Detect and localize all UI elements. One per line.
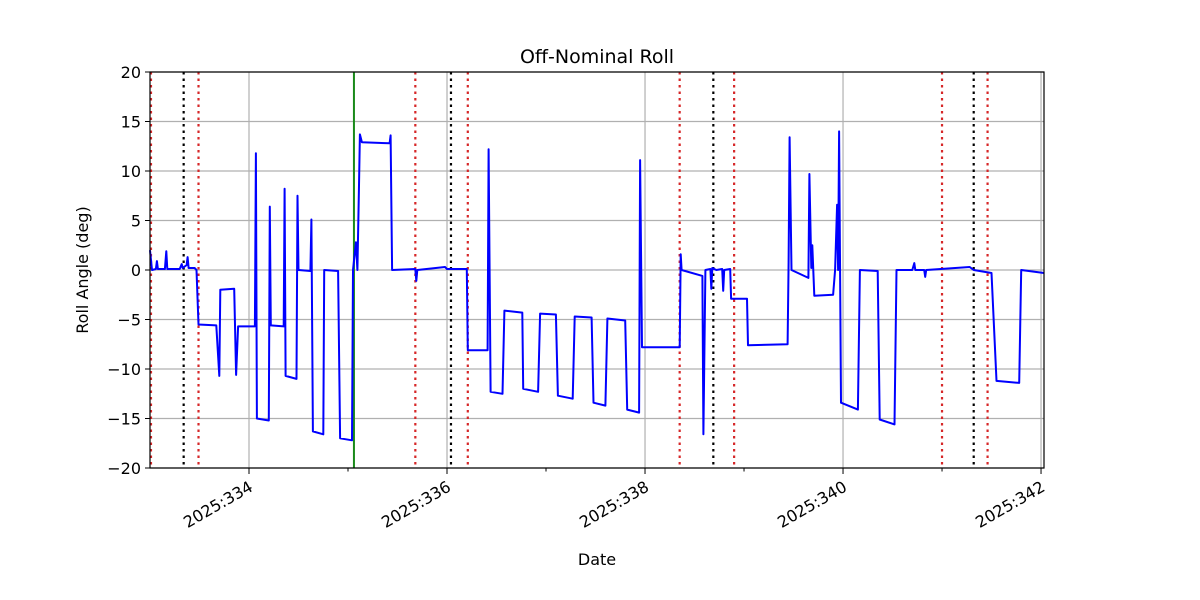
x-axis-label: Date	[578, 550, 616, 569]
roll-series-line	[149, 130, 1045, 442]
y-tick-label: 10	[121, 162, 141, 181]
y-tick-label: −20	[107, 459, 141, 478]
chart-title: Off-Nominal Roll	[520, 46, 674, 68]
y-axis-label: Roll Angle (deg)	[73, 206, 92, 333]
y-tick-label: −10	[107, 360, 141, 379]
y-tick-label: 15	[121, 113, 141, 132]
y-tick-label: 20	[121, 63, 141, 82]
y-tick-label: 5	[131, 212, 141, 231]
y-tick-label: 0	[131, 261, 141, 280]
y-tick-label: −5	[117, 311, 141, 330]
y-tick-label: −15	[107, 410, 141, 429]
series-layer	[149, 130, 1045, 442]
